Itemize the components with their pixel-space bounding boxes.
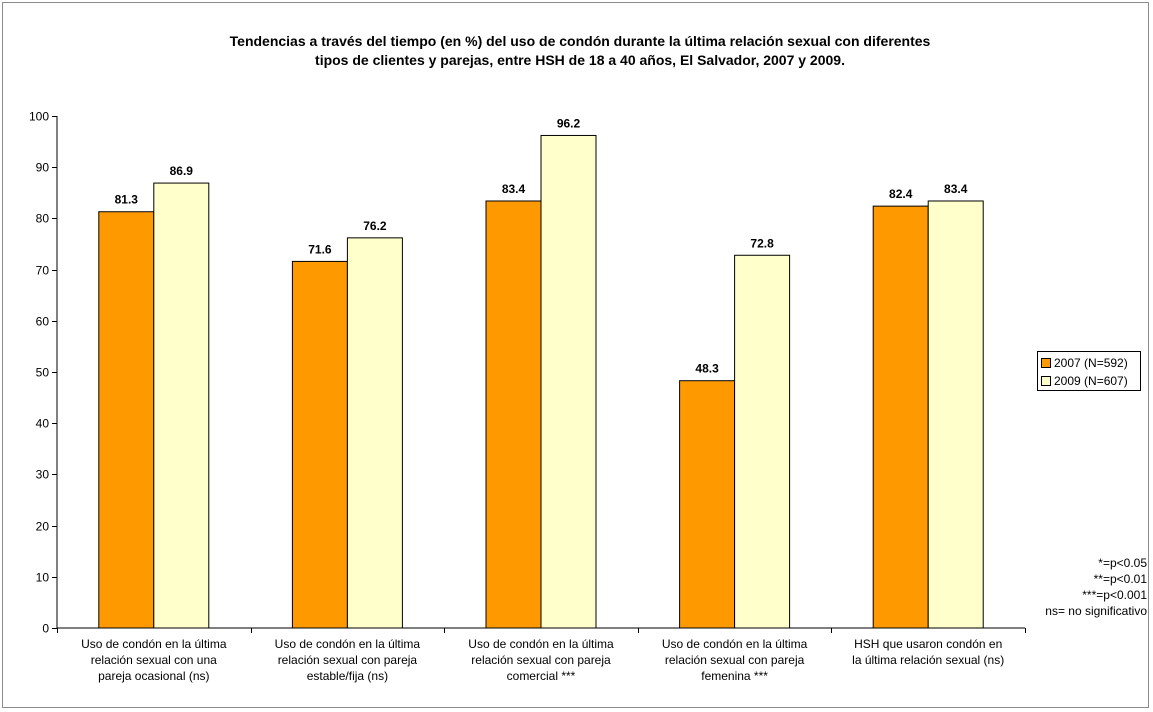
y-tick-label-90: 90 [36,161,50,175]
bar-2007-cat4 [679,380,736,629]
chart-title: Tendencias a través del tiempo (en %) de… [80,32,1080,70]
y-tick-label-60: 60 [36,315,50,329]
note-p0001: ***=p<0.001 [1082,588,1147,602]
y-tick-label-50: 50 [36,366,50,380]
x-category-label-2-line-1: Uso de condón en la última [275,637,421,651]
note-ns: ns= no significativo [1045,604,1147,618]
data-label-2007-cat1: 81.3 [115,193,139,207]
bar-2009-cat5 [927,200,984,629]
bar-2007-cat3 [485,200,542,629]
data-label-2007-cat4: 48.3 [695,362,719,376]
x-category-label-4-line-2: relación sexual con pareja [665,653,805,667]
legend-item-2009: 2009 (N=607) [1041,372,1137,390]
x-category-label-1-line-2: relación sexual con una [91,653,217,667]
data-label-2009-cat3: 96.2 [557,116,581,130]
data-label-2009-cat1: 86.9 [170,164,194,178]
y-tick-label-80: 80 [36,212,50,226]
data-label-2009-cat4: 72.8 [750,236,774,250]
x-category-label-5-line-1: HSH que usaron condón en [854,637,1002,651]
x-category-label-4-line-3: femenina *** [701,669,768,683]
x-category-label-3-line-2: relación sexual con pareja [471,653,611,667]
x-category-label-4-line-1: Uso de condón en la última [662,637,808,651]
legend: 2007 (N=592) 2009 (N=607) [1037,351,1141,391]
x-category-label-1-line-3: pareja ocasional (ns) [98,669,209,683]
x-category-label-5-line-2: la última relación sexual (ns) [852,653,1004,667]
legend-label-2007: 2007 (N=592) [1054,356,1128,370]
data-label-2009-cat2: 76.2 [363,219,387,233]
x-category-label-1-line-1: Uso de condón en la última [81,637,227,651]
chart-title-line-2: tipos de clientes y parejas, entre HSH d… [315,52,845,68]
y-tick-label-10: 10 [36,571,50,585]
data-label-2007-cat2: 71.6 [308,242,332,256]
note-p001: **=p<0.01 [1093,572,1147,586]
legend-swatch-2007 [1041,358,1051,368]
bar-2009-cat4 [734,254,791,629]
y-tick-label-0: 0 [42,622,49,636]
data-label-2007-cat3: 83.4 [502,182,526,196]
data-label-2007-cat5: 82.4 [889,187,913,201]
y-tick-label-100: 100 [29,110,49,124]
x-category-label-3-line-3: comercial *** [507,669,576,683]
y-tick-label-30: 30 [36,468,50,482]
significance-notes: *=p<0.05 **=p<0.01 ***=p<0.001 ns= no si… [1045,555,1147,619]
legend-swatch-2009 [1041,376,1051,386]
x-category-label-2-line-2: relación sexual con pareja [278,653,418,667]
y-tick-label-40: 40 [36,417,50,431]
chart-title-line-1: Tendencias a través del tiempo (en %) de… [229,33,931,49]
y-tick-label-70: 70 [36,264,50,278]
y-tick-label-20: 20 [36,520,50,534]
x-category-label-2-line-3: estable/fija (ns) [307,669,388,683]
bar-2007-cat5 [872,205,929,629]
data-label-2009-cat5: 83.4 [944,182,968,196]
x-category-label-3-line-1: Uso de condón en la última [468,637,614,651]
bar-2009-cat3 [540,134,597,629]
legend-item-2007: 2007 (N=592) [1041,354,1137,372]
bar-2009-cat1 [153,182,210,629]
legend-label-2009: 2009 (N=607) [1054,374,1128,388]
bar-2009-cat2 [346,237,403,629]
note-p005: *=p<0.05 [1098,556,1147,570]
bar-2007-cat1 [98,211,155,629]
bar-2007-cat2 [291,260,348,629]
